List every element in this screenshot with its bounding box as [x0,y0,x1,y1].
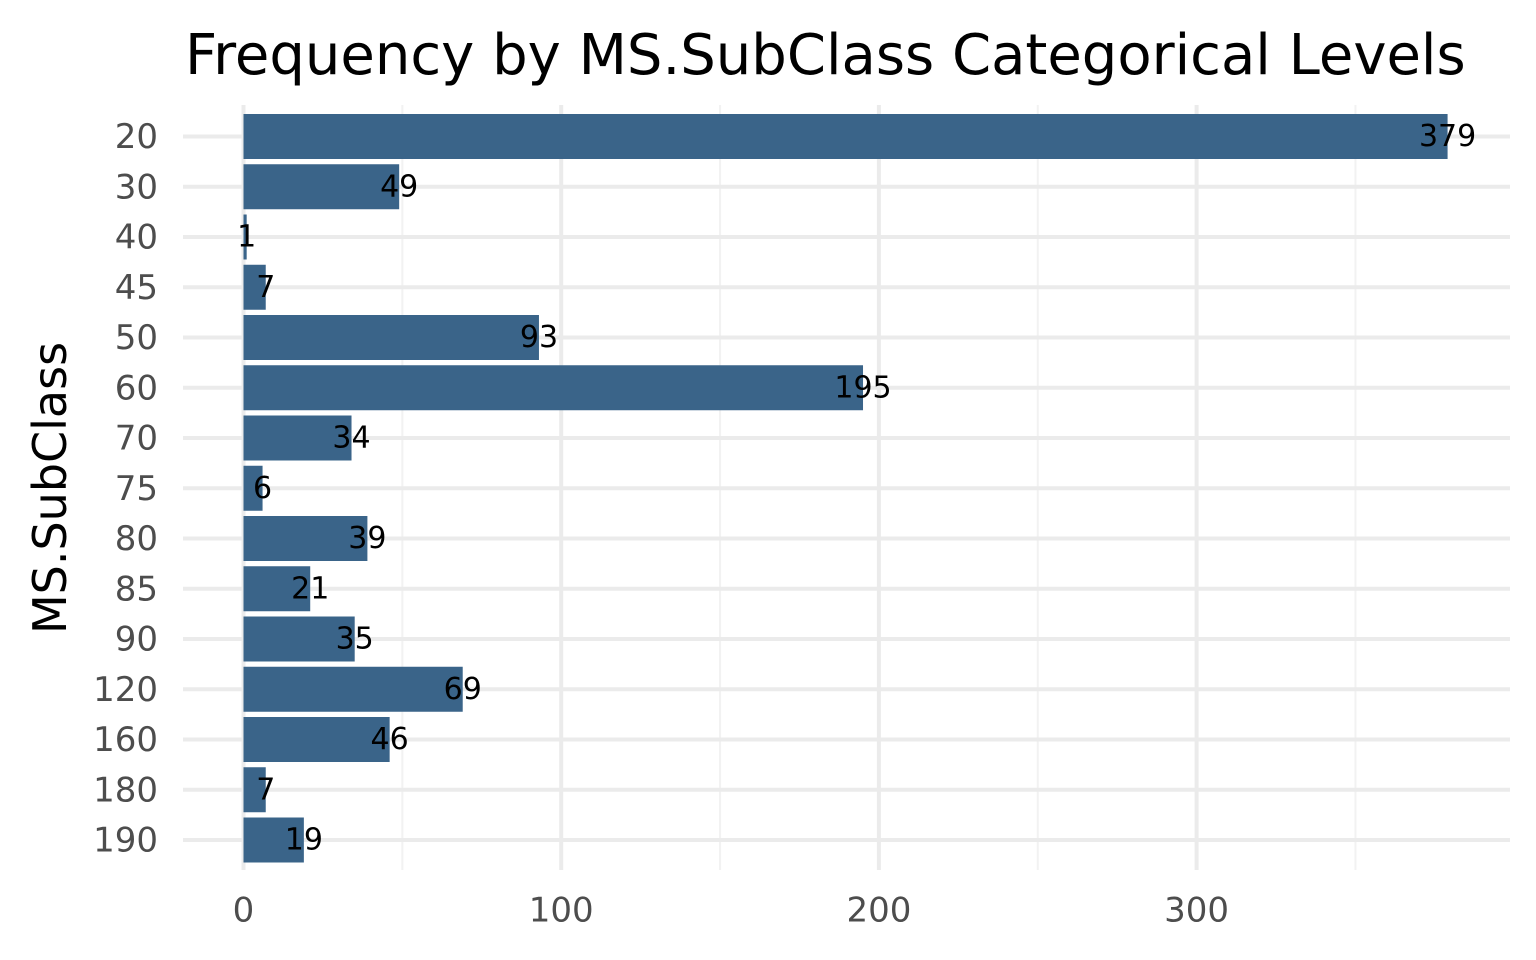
x-tick-label-300: 300 [1164,891,1229,931]
y-tick-label-160: 160 [93,720,158,760]
data-label-45: 7 [256,270,275,305]
bar-60 [243,365,864,411]
data-label-70: 34 [332,421,370,456]
y-tick-label-190: 190 [93,821,158,861]
y-axis-tick-labels: 20 30 40 45 50 60 70 75 80 85 90 120 160 180 190 [93,117,158,861]
y-tick-label-60: 60 [115,368,158,408]
data-label-75: 6 [253,471,272,506]
x-tick-label-200: 200 [846,891,911,931]
bar-85 [243,566,311,612]
y-tick-label-30: 30 [115,167,158,207]
bar-80 [243,516,368,561]
data-label-80: 39 [348,521,386,556]
data-label-180: 7 [256,772,275,807]
data-label-90: 35 [336,622,374,657]
data-label-85: 21 [291,571,329,606]
y-tick-label-120: 120 [93,670,158,710]
y-tick-label-70: 70 [115,419,158,459]
bar-30 [243,164,400,210]
bar-20 [243,114,1448,159]
data-label-20: 379 [1419,119,1476,154]
bar-75 [243,465,263,511]
y-tick-label-75: 75 [115,469,158,509]
bar-90 [243,616,355,662]
data-label-120: 69 [444,672,482,707]
y-tick-label-45: 45 [115,268,158,308]
y-axis-title: MS.SubClass [23,342,77,634]
bar-180 [243,767,266,813]
bars [243,114,1448,863]
data-label-60: 195 [834,370,891,405]
bar-160 [243,717,390,762]
data-label-40: 1 [237,220,256,255]
bar-45 [243,264,266,310]
y-tick-label-180: 180 [93,770,158,810]
chart-title: Frequency by MS.SubClass Categorical Lev… [185,23,1466,88]
y-tick-label-40: 40 [115,218,158,258]
y-tick-label-50: 50 [115,318,158,358]
x-tick-label-0: 0 [233,891,255,931]
bar-40 [243,214,247,260]
bar-120 [243,666,463,712]
bar-50 [243,315,539,360]
data-label-50: 93 [520,320,558,355]
data-label-160: 46 [371,722,409,757]
bar-190 [243,817,304,863]
data-label-190: 19 [285,823,323,858]
x-axis-tick-labels: 0 100 200 300 [233,891,1229,931]
y-tick-label-80: 80 [115,519,158,559]
y-tick-label-90: 90 [115,620,158,660]
x-tick-label-100: 100 [529,891,594,931]
data-label-30: 49 [380,169,418,204]
y-tick-label-20: 20 [115,117,158,157]
bar-70 [243,415,352,461]
y-tick-label-85: 85 [115,569,158,609]
